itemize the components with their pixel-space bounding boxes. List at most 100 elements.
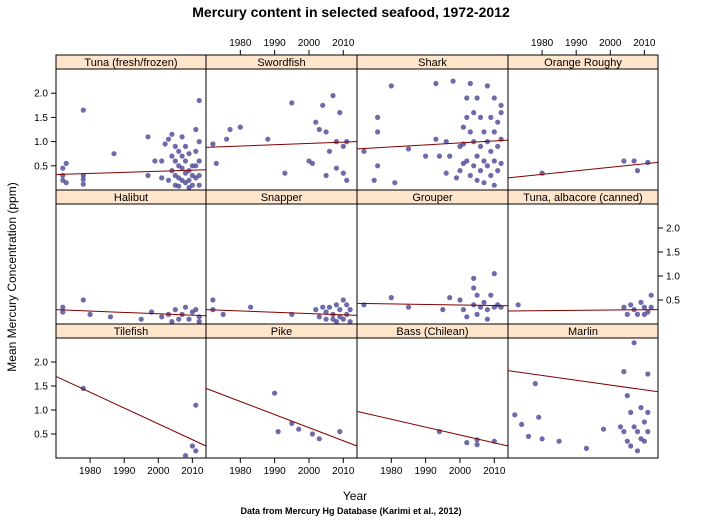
point-shark-15 xyxy=(450,78,456,84)
point-tuna-albacore-canned-7 xyxy=(641,304,648,310)
point-shark-37 xyxy=(481,129,487,135)
point-shark-0 xyxy=(361,148,367,154)
point-marlin-25 xyxy=(645,409,651,415)
point-shark-12 xyxy=(443,139,449,145)
point-shark-54 xyxy=(498,110,504,116)
point-swordfish-6 xyxy=(282,170,288,176)
point-tuna-fresh-frozen-0 xyxy=(60,165,66,171)
caption: Data from Mercury Hg Database (Karimi et… xyxy=(240,506,461,516)
point-orange-roughy-3 xyxy=(634,168,641,174)
point-shark-2 xyxy=(375,163,381,169)
point-shark-8 xyxy=(423,153,429,159)
point-halibut-3 xyxy=(87,311,93,317)
point-swordfish-18 xyxy=(333,165,339,171)
point-shark-34 xyxy=(477,114,484,120)
point-halibut-1 xyxy=(60,309,66,315)
point-grouper-1 xyxy=(388,295,394,301)
point-swordfish-16 xyxy=(330,93,336,99)
plot-frame-bass-chilean xyxy=(356,337,509,459)
x-tick-label-bottom-1-1990: 1990 xyxy=(264,466,287,477)
point-marlin-5 xyxy=(539,436,545,442)
point-shark-13 xyxy=(443,170,449,176)
point-pike-1 xyxy=(275,429,281,435)
point-tuna-fresh-frozen-52 xyxy=(196,182,202,188)
point-tuna-fresh-frozen-37 xyxy=(186,151,192,157)
point-swordfish-11 xyxy=(316,126,322,133)
trend-line-tilefish xyxy=(55,375,207,447)
x-tick-label-bottom-0-1990: 1990 xyxy=(113,466,136,477)
point-shark-46 xyxy=(491,95,497,101)
point-marlin-26 xyxy=(645,429,651,435)
point-shark-18 xyxy=(457,168,463,174)
point-marlin-10 xyxy=(621,429,627,435)
point-tuna-fresh-frozen-16 xyxy=(165,136,172,142)
point-shark-36 xyxy=(477,168,484,174)
strip-label-swordfish: Swordfish xyxy=(257,57,305,69)
trend-line-bass-chilean xyxy=(356,410,509,447)
point-grouper-4 xyxy=(447,295,453,301)
point-tuna-fresh-frozen-31 xyxy=(179,165,185,171)
y-tick-label-left-0-3: 2.0 xyxy=(34,89,48,100)
point-grouper-5 xyxy=(457,297,463,303)
panels-group: Tuna (fresh/frozen) Swordfish Shark Orange … xyxy=(55,54,659,459)
point-swordfish-4 xyxy=(237,124,243,130)
point-swordfish-1 xyxy=(213,160,219,166)
axes-group: 1980 1990 2000 2010 1980 1990 2000 2010 1980 1990… xyxy=(34,38,680,477)
y-tick-label-right-1-0: 0.5 xyxy=(666,296,680,307)
point-shark-3 xyxy=(375,129,381,135)
strip-label-grouper: Grouper xyxy=(412,192,453,204)
point-tuna-fresh-frozen-21 xyxy=(172,143,178,149)
trend-line-marlin xyxy=(507,370,659,393)
point-tuna-fresh-frozen-5 xyxy=(80,181,86,187)
point-shark-9 xyxy=(433,136,439,142)
point-pike-6 xyxy=(337,429,343,435)
point-tuna-fresh-frozen-22 xyxy=(172,158,178,164)
point-swordfish-15 xyxy=(326,148,333,154)
point-tuna-fresh-frozen-15 xyxy=(162,141,168,147)
point-tuna-fresh-frozen-33 xyxy=(182,143,189,149)
y-tick-label-left-2-0: 0.5 xyxy=(34,430,48,441)
x-tick-label-bottom-0-2010: 2010 xyxy=(181,466,204,477)
strip-label-tuna-fresh-frozen: Tuna (fresh/frozen) xyxy=(84,57,177,69)
panel-tuna-albacore-canned: Tuna, albacore (canned) xyxy=(507,189,659,325)
point-marlin-11 xyxy=(621,369,627,375)
plot-frame-tilefish xyxy=(55,337,207,459)
point-marlin-8 xyxy=(600,426,607,432)
point-tuna-fresh-frozen-49 xyxy=(196,139,202,145)
point-snapper-18 xyxy=(340,316,346,322)
point-marlin-23 xyxy=(641,438,648,444)
point-grouper-18 xyxy=(491,271,497,277)
point-shark-42 xyxy=(484,163,490,169)
point-halibut-9 xyxy=(169,319,175,325)
point-halibut-11 xyxy=(176,316,182,322)
strip-label-pike: Pike xyxy=(271,326,292,338)
point-marlin-0 xyxy=(512,412,518,418)
point-grouper-12 xyxy=(474,311,480,317)
point-shark-16 xyxy=(453,175,460,181)
point-snapper-15 xyxy=(337,307,343,313)
x-tick-label-bottom-1-1980: 1980 xyxy=(229,466,252,477)
point-snapper-14 xyxy=(333,319,339,325)
trend-line-orange-roughy xyxy=(507,161,659,179)
point-snapper-7 xyxy=(320,304,326,310)
point-grouper-0 xyxy=(361,302,367,308)
point-marlin-12 xyxy=(624,438,630,444)
point-tuna-albacore-canned-10 xyxy=(648,292,654,298)
point-swordfish-13 xyxy=(323,172,329,179)
panel-marlin: Marlin xyxy=(507,323,659,459)
point-tuna-fresh-frozen-18 xyxy=(169,131,175,137)
point-shark-31 xyxy=(474,95,480,101)
point-swordfish-5 xyxy=(265,136,271,142)
point-swordfish-23 xyxy=(344,177,350,183)
point-snapper-17 xyxy=(340,297,346,303)
point-grouper-6 xyxy=(460,307,466,313)
point-halibut-18 xyxy=(196,319,202,325)
plot-frame-pike xyxy=(205,337,358,459)
point-shark-56 xyxy=(498,160,504,166)
point-tuna-fresh-frozen-7 xyxy=(80,172,86,179)
point-marlin-9 xyxy=(617,424,624,430)
point-marlin-4 xyxy=(536,414,542,420)
x-tick-label-bottom-0-2000: 2000 xyxy=(147,466,170,477)
point-tuna-albacore-canned-5 xyxy=(634,311,641,317)
point-grouper-14 xyxy=(481,299,487,305)
